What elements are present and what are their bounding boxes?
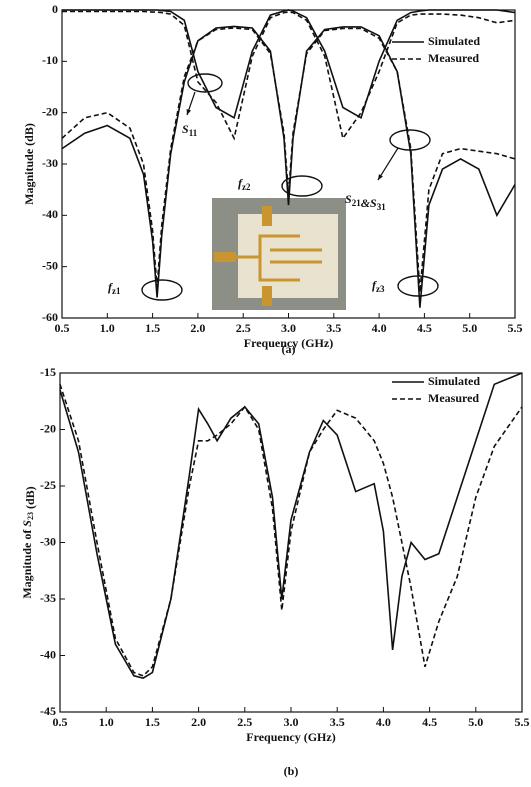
subscript: z2	[242, 182, 251, 192]
series-line	[61, 27, 516, 293]
text-part: S	[20, 520, 34, 527]
y-tick-label: -30	[42, 156, 58, 170]
x-tick-label: 5.5	[515, 715, 530, 729]
y-tick-label: -40	[40, 647, 56, 661]
x-tick-label: 2.5	[236, 321, 251, 335]
text-part: Magnitude (dB)	[22, 123, 36, 205]
x-tick-label: 1.0	[100, 321, 115, 335]
series-line	[61, 25, 516, 308]
x-tick-label: 3.5	[330, 715, 345, 729]
x-tick-label: 5.5	[508, 321, 523, 335]
text-part: f	[372, 278, 377, 292]
x-tick-label: 2.0	[190, 321, 205, 335]
y-tick-label: -60	[42, 310, 58, 324]
annotation: fz3	[372, 278, 385, 294]
legend-label: Measured	[428, 51, 479, 65]
y-axis-label: Magnitude (dB)	[22, 123, 36, 205]
legend-label: Measured	[428, 391, 479, 405]
subscript: z1	[112, 286, 121, 296]
y-tick-label: -15	[40, 365, 56, 379]
y-tick-label: 0	[52, 2, 58, 16]
arrow-head	[378, 174, 383, 180]
y-tick-label: -10	[42, 53, 58, 67]
x-axis-label: Frequency (GHz)	[246, 730, 335, 744]
annotation-ellipse	[389, 129, 431, 151]
x-tick-label: 5.0	[468, 715, 483, 729]
legend-label: Simulated	[428, 374, 480, 388]
annotation-arrow	[377, 147, 399, 181]
x-tick-label: 5.0	[462, 321, 477, 335]
plot-frame	[59, 372, 523, 713]
x-tick-label: 0.5	[55, 321, 70, 335]
x-tick-label: 4.0	[376, 715, 391, 729]
text-part: f	[108, 280, 113, 294]
x-tick-label: 1.5	[145, 715, 160, 729]
subscript: z3	[376, 284, 385, 294]
y-tick-label: -25	[40, 478, 56, 492]
text-part: f	[238, 176, 243, 190]
panel-label: (a)	[282, 342, 296, 356]
subscript: 23	[26, 512, 35, 520]
arrow-head	[186, 109, 192, 115]
y-tick-label: -50	[42, 258, 58, 272]
x-tick-label: 4.5	[417, 321, 432, 335]
x-tick-label: 2.5	[237, 715, 252, 729]
x-tick-label: 3.0	[281, 321, 296, 335]
y-tick-label: -20	[42, 104, 58, 118]
text-part: Magnitude of	[20, 527, 34, 599]
y-tick-label: -45	[40, 704, 56, 718]
x-tick-label: 4.5	[422, 715, 437, 729]
x-tick-label: 2.0	[191, 715, 206, 729]
x-tick-label: 3.0	[284, 715, 299, 729]
subscript: 31	[377, 202, 387, 212]
annotation: S11	[182, 122, 198, 138]
y-tick-label: -40	[42, 207, 58, 221]
annotation-ellipse	[187, 73, 223, 93]
annotation-ellipse	[397, 275, 439, 297]
subscript: 21	[352, 198, 362, 208]
text-part: (dB)	[23, 486, 37, 512]
y-tick-label: -35	[40, 591, 56, 605]
text-part: S	[345, 192, 352, 206]
annotation-ellipse	[281, 175, 323, 197]
subscript: 11	[189, 128, 198, 138]
series-line	[62, 9, 516, 120]
legend-label: Simulated	[428, 34, 480, 48]
text-part: S	[182, 122, 189, 136]
inset-photo	[212, 198, 346, 310]
series-line	[59, 372, 523, 679]
annotation: S21&S31	[345, 192, 386, 212]
series-line	[62, 10, 516, 141]
y-tick-label: -30	[40, 534, 56, 548]
text-part: &S	[361, 196, 377, 210]
annotation: fz1	[108, 280, 121, 296]
panel-label: (b)	[284, 764, 299, 778]
x-tick-label: 4.0	[372, 321, 387, 335]
y-axis-label: Magnitude of S23 (dB)	[20, 486, 37, 598]
annotation: fz2	[238, 176, 251, 192]
series-line	[59, 384, 523, 677]
x-tick-label: 0.5	[53, 715, 68, 729]
annotation-ellipse	[141, 279, 183, 301]
x-tick-label: 1.0	[99, 715, 114, 729]
x-axis-label: Frequency (GHz)	[244, 336, 333, 350]
y-tick-label: -20	[40, 421, 56, 435]
x-tick-label: 1.5	[145, 321, 160, 335]
x-tick-label: 3.5	[326, 321, 341, 335]
